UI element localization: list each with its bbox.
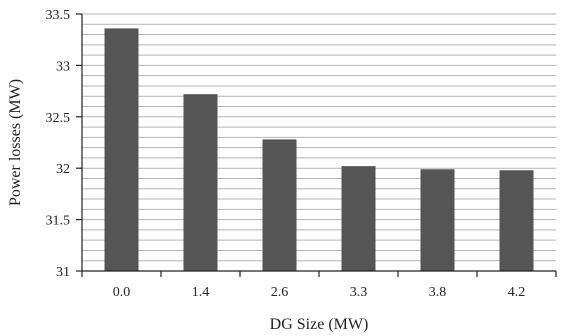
y-tick-label: 31 — [56, 265, 70, 280]
y-axis-title: Power losses (MW) — [7, 79, 24, 206]
x-axis-title: DG Size (MW) — [270, 316, 369, 333]
y-tick-label: 32.5 — [46, 111, 71, 126]
y-tick-label: 33.5 — [46, 8, 71, 23]
y-tick-label: 32 — [56, 162, 70, 177]
x-tick-label: 0.0 — [113, 285, 131, 300]
x-tick-label: 4.2 — [508, 285, 526, 300]
y-tick-label: 33 — [56, 59, 70, 74]
bar-4.2 — [499, 170, 534, 271]
bar-0.0 — [104, 28, 139, 272]
grid-lines — [82, 13, 556, 262]
x-tick-label: 3.8 — [429, 285, 447, 300]
bar-3.3 — [341, 166, 376, 271]
axes — [76, 13, 557, 277]
bar-1.4 — [183, 94, 218, 272]
x-tick-label: 3.3 — [350, 285, 368, 300]
bar-2.6 — [262, 139, 297, 271]
bars — [104, 28, 534, 272]
y-tick-label: 31.5 — [46, 214, 71, 229]
x-tick-label: 1.4 — [192, 285, 210, 300]
y-tick-labels: 31 31.5 32 32.5 33 33.5 — [46, 8, 71, 280]
x-tick-label: 2.6 — [271, 285, 289, 300]
bar-3.8 — [420, 169, 455, 271]
x-tick-labels: 0.0 1.4 2.6 3.3 3.8 4.2 — [113, 285, 526, 300]
